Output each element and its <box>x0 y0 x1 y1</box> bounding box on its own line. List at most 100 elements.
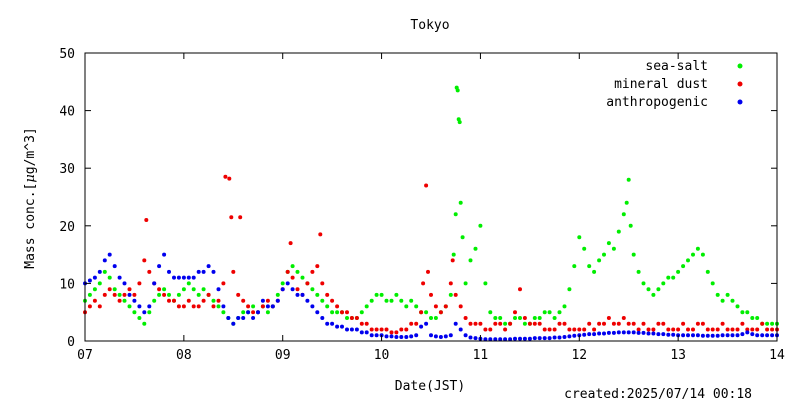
data-point <box>765 327 770 332</box>
data-point <box>513 310 517 315</box>
data-point <box>522 321 527 326</box>
data-point <box>325 321 330 326</box>
data-point <box>389 330 394 335</box>
data-point <box>562 304 567 309</box>
data-point <box>429 292 433 297</box>
data-point <box>394 292 399 297</box>
data-point <box>265 310 270 315</box>
data-point <box>745 327 750 332</box>
data-point <box>92 275 97 280</box>
data-point <box>132 298 137 303</box>
data-point <box>488 337 493 342</box>
data-point <box>157 287 162 292</box>
data-point <box>122 292 127 297</box>
data-point <box>112 287 117 292</box>
data-point <box>478 223 483 228</box>
data-point <box>433 334 438 339</box>
data-point <box>181 304 186 309</box>
data-point <box>518 287 522 292</box>
data-point <box>107 287 112 292</box>
data-point <box>349 327 354 332</box>
data-point <box>176 275 181 280</box>
data-point <box>186 281 191 286</box>
y-tick-label: 0 <box>67 335 75 350</box>
data-point <box>384 334 389 339</box>
data-point <box>251 304 256 309</box>
data-point <box>167 298 171 303</box>
data-point <box>513 336 517 341</box>
data-point <box>399 327 404 332</box>
x-axis-label: Date(JST) <box>395 379 465 394</box>
data-point <box>686 327 690 332</box>
data-point <box>705 333 710 338</box>
data-point <box>181 275 186 280</box>
data-point <box>310 287 315 292</box>
data-point <box>468 335 473 340</box>
data-point <box>191 287 196 292</box>
data-point <box>438 310 443 315</box>
data-point <box>345 327 349 332</box>
data-point <box>636 327 641 332</box>
y-axis-label-mu: μ <box>23 174 38 182</box>
data-point <box>399 298 404 303</box>
data-point <box>760 321 765 326</box>
data-point <box>631 321 636 326</box>
data-point <box>394 335 399 339</box>
data-point <box>527 321 532 326</box>
data-point <box>557 335 562 340</box>
data-point <box>493 337 498 342</box>
data-point <box>755 333 760 338</box>
data-point <box>379 292 384 297</box>
data-point <box>582 246 587 251</box>
data-point <box>666 327 671 332</box>
data-point <box>532 316 537 320</box>
data-point <box>567 287 572 292</box>
data-point <box>547 310 552 315</box>
data-point <box>97 281 102 286</box>
data-point <box>137 316 142 320</box>
data-point <box>181 287 186 292</box>
legend-label: mineral dust <box>614 77 708 92</box>
data-point <box>468 258 473 263</box>
data-point <box>518 336 522 341</box>
data-points <box>83 85 779 342</box>
data-point <box>236 292 241 297</box>
legend: sea-salt mineral dust anthropogenic <box>606 59 743 110</box>
data-point <box>305 298 310 303</box>
data-point <box>582 327 587 332</box>
x-tick-label: 08 <box>176 348 192 363</box>
data-point <box>227 176 232 181</box>
data-point <box>305 281 310 286</box>
data-point <box>335 324 340 329</box>
data-point <box>686 258 690 263</box>
data-point <box>503 321 508 326</box>
legend-marker <box>737 81 743 87</box>
data-point <box>216 287 221 292</box>
data-point <box>611 246 616 251</box>
data-point <box>518 316 522 320</box>
data-point <box>162 287 167 292</box>
data-point <box>226 316 231 320</box>
data-point <box>127 287 132 292</box>
data-point <box>735 333 740 338</box>
data-point <box>691 333 695 338</box>
data-point <box>562 335 567 339</box>
data-point <box>522 336 527 341</box>
data-point <box>409 298 414 303</box>
data-point <box>577 327 582 332</box>
data-point <box>315 310 320 315</box>
data-point <box>354 327 359 332</box>
data-point <box>236 316 241 320</box>
data-point <box>587 264 592 269</box>
data-point <box>369 298 374 303</box>
data-point <box>458 200 463 205</box>
y-axis-label: Mass conc.[μg/m^3] <box>23 127 38 269</box>
data-point <box>87 304 92 309</box>
data-point <box>720 333 725 338</box>
data-point <box>557 310 562 315</box>
data-point <box>127 304 132 309</box>
data-point <box>705 269 710 274</box>
data-point <box>750 327 755 332</box>
data-point <box>196 292 201 297</box>
